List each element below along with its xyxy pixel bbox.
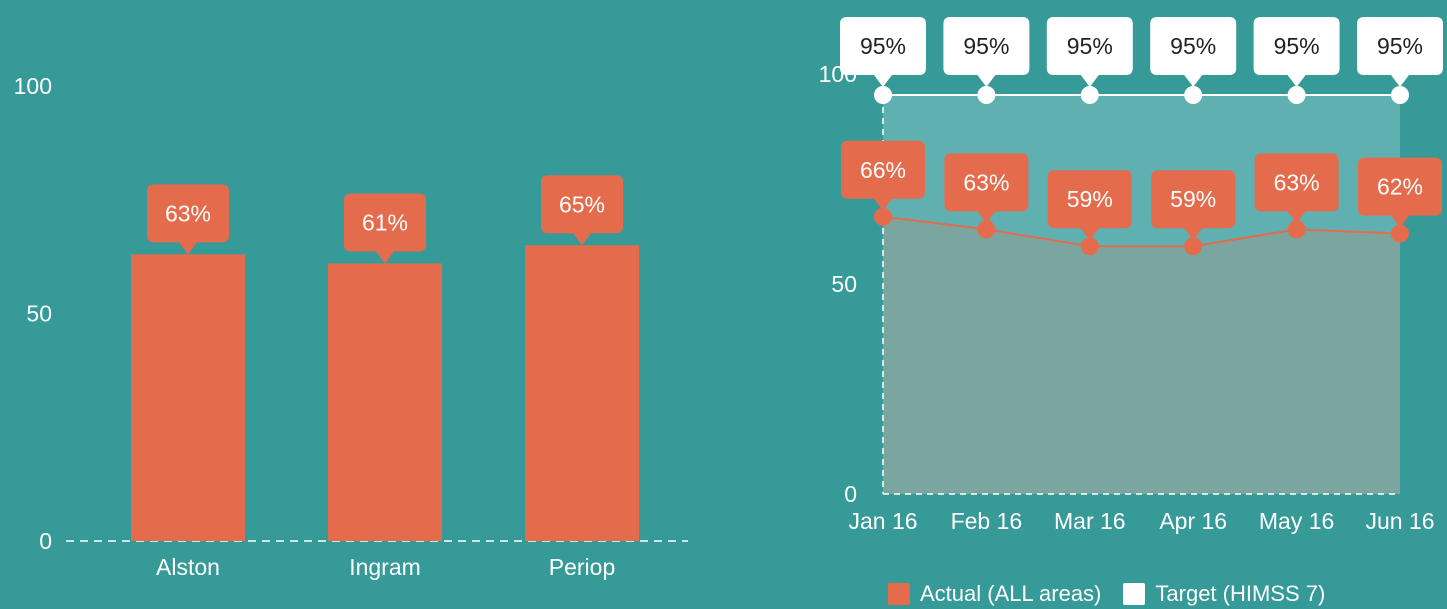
bar-data-label-ingram-label: 61% <box>362 209 408 235</box>
target-data-label-0: 95% <box>840 17 926 87</box>
actual-data-label-4-box <box>1254 153 1339 224</box>
actual-data-label-1-label: 63% <box>963 169 1009 195</box>
actual-data-label-5: 62% <box>1358 157 1442 228</box>
bar-x-tick-alston: Alston <box>156 554 220 580</box>
bar-data-label-alston-box <box>147 184 229 255</box>
actual-line <box>882 215 1401 248</box>
bar-x-tick-ingram: Ingram <box>349 554 421 580</box>
bar-x-tick-periop: Periop <box>549 554 615 580</box>
legend-swatch-actual <box>888 583 910 605</box>
target-data-label-0-box <box>840 17 926 87</box>
bar-data-label-alston: 63% <box>147 184 229 255</box>
legend-label-actual: Actual (ALL areas) <box>920 581 1102 606</box>
target-point-4 <box>1287 86 1306 104</box>
legend-label-target: Target (HIMSS 7) <box>1155 581 1326 606</box>
area-y-tick-1: 50 <box>831 271 857 297</box>
legend-item-target: Target (HIMSS 7) <box>1123 581 1325 607</box>
actual-data-label-4-label: 63% <box>1274 169 1320 195</box>
target-data-label-0-label: 95% <box>860 33 906 59</box>
target-data-label-1-label: 95% <box>963 33 1009 59</box>
target-point-3 <box>1184 86 1203 104</box>
actual-data-label-4: 63% <box>1254 153 1339 224</box>
legend-item-actual: Actual (ALL areas) <box>888 581 1101 607</box>
bar-data-label-ingram-box <box>344 193 426 264</box>
area-x-tick-4: May 16 <box>1259 508 1334 534</box>
actual-data-label-5-box <box>1358 157 1442 228</box>
target-data-label-4-label: 95% <box>1274 33 1320 59</box>
bar-alston <box>131 254 245 541</box>
bar-data-label-periop-box <box>541 175 623 246</box>
bar-periop <box>525 245 639 541</box>
bar-y-tick-1: 50 <box>26 301 52 327</box>
area-y-tick-0: 0 <box>844 481 857 507</box>
actual-area <box>883 216 1400 495</box>
target-data-label-1: 95% <box>943 17 1030 87</box>
bar-y-tick-0: 0 <box>39 528 52 554</box>
area-x-tick-5: Jun 16 <box>1365 508 1434 534</box>
actual-data-label-0-label: 66% <box>860 157 906 183</box>
bar-ingram <box>328 263 442 541</box>
actual-data-label-5-label: 62% <box>1377 174 1423 200</box>
bar-data-label-periop-label: 65% <box>559 191 605 217</box>
actual-point-5 <box>1391 224 1409 243</box>
actual-data-label-0: 66% <box>841 140 925 211</box>
actual-data-label-2-box <box>1047 170 1132 241</box>
target-data-label-1-box <box>943 17 1030 87</box>
target-point-0 <box>874 86 892 104</box>
target-point-2 <box>1080 86 1099 104</box>
legend-swatch-target <box>1123 583 1146 605</box>
target-data-label-5-label: 95% <box>1377 33 1423 59</box>
legend: Actual (ALL areas) Target (HIMSS 7) <box>888 581 1347 607</box>
actual-data-label-3-box <box>1151 170 1236 241</box>
actual-data-label-2: 59% <box>1047 170 1132 241</box>
target-data-label-3-box <box>1150 17 1237 87</box>
area-x-tick-0: Jan 16 <box>848 508 917 534</box>
target-data-label-2-label: 95% <box>1067 33 1113 59</box>
actual-data-label-1-box <box>944 153 1029 224</box>
bar-y-tick-2: 100 <box>14 73 52 99</box>
actual-point-2 <box>1080 237 1099 256</box>
target-data-label-3-label: 95% <box>1170 33 1216 59</box>
target-data-label-3: 95% <box>1150 17 1237 87</box>
target-point-5 <box>1391 86 1409 104</box>
bar-data-label-ingram: 61% <box>344 193 426 264</box>
bar-data-label-periop: 65% <box>541 175 623 246</box>
target-data-label-4-box <box>1253 17 1340 87</box>
target-data-label-5: 95% <box>1357 17 1443 87</box>
actual-data-label-0-box <box>841 140 925 211</box>
actual-data-label-1: 63% <box>944 153 1029 224</box>
bar-chart: 0 50 100 63% Alston 61% Ingram 65% Periop <box>14 73 688 580</box>
actual-data-label-2-label: 59% <box>1067 186 1113 212</box>
actual-point-0 <box>874 207 892 226</box>
actual-point-3 <box>1184 237 1203 256</box>
target-point-1 <box>977 86 996 104</box>
area-x-tick-1: Feb 16 <box>951 508 1023 534</box>
area-x-tick-3: Apr 16 <box>1159 508 1227 534</box>
target-data-label-2: 95% <box>1046 17 1133 87</box>
actual-point-1 <box>977 220 996 239</box>
actual-point-4 <box>1287 220 1306 239</box>
target-data-label-5-box <box>1357 17 1443 87</box>
actual-data-label-3: 59% <box>1151 170 1236 241</box>
target-data-label-2-box <box>1046 17 1133 87</box>
area-x-tick-2: Mar 16 <box>1054 508 1126 534</box>
actual-data-label-3-label: 59% <box>1170 186 1216 212</box>
target-data-label-4: 95% <box>1253 17 1340 87</box>
bar-data-label-alston-label: 63% <box>165 200 211 226</box>
